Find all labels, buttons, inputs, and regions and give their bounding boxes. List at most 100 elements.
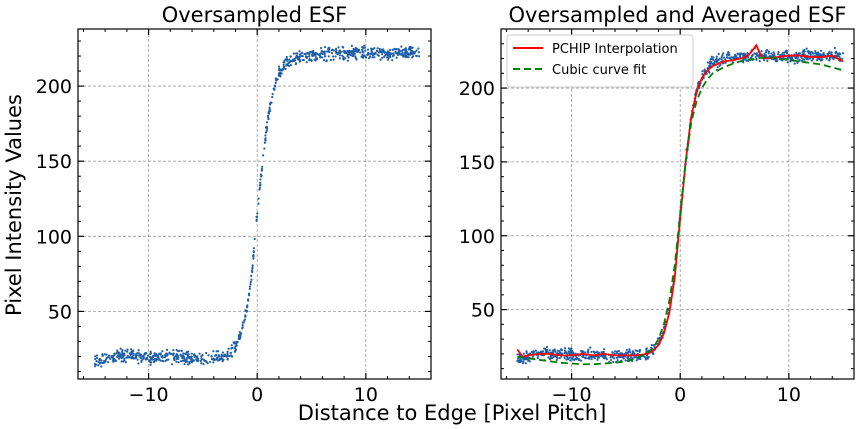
scatter-point <box>251 264 254 267</box>
scatter-point <box>802 49 805 52</box>
scatter-point <box>346 54 349 58</box>
scatter-point <box>249 283 252 286</box>
x-tick-label: 10 <box>354 384 378 406</box>
scatter-point <box>590 358 593 361</box>
scatter-point <box>332 58 335 61</box>
scatter-point <box>163 354 166 357</box>
scatter-point <box>343 51 346 55</box>
scatter-point <box>771 53 774 57</box>
scatter-point <box>257 197 260 200</box>
scatter-point <box>380 51 384 54</box>
scatter-point <box>334 47 338 50</box>
scatter-point <box>521 362 525 365</box>
scatter-point <box>273 84 277 87</box>
scatter-point <box>720 55 723 59</box>
scatter-point <box>536 351 539 354</box>
scatter-point <box>368 55 372 58</box>
scatter-point <box>224 353 227 357</box>
scatter-point <box>629 351 632 354</box>
scatter-point <box>415 54 418 57</box>
scatter-point <box>188 360 191 363</box>
scatter-point <box>137 349 140 352</box>
scatter-point <box>230 347 233 350</box>
scatter-point <box>573 358 576 361</box>
scatter-point <box>179 353 182 356</box>
scatter-point <box>323 53 326 56</box>
scatter-point <box>234 345 237 348</box>
scatter-point <box>516 359 519 362</box>
scatter-point <box>530 350 534 353</box>
scatter-point <box>165 348 169 352</box>
scatter-point <box>250 274 253 277</box>
scatter-point <box>252 247 256 250</box>
scatter-point <box>287 64 290 67</box>
scatter-point <box>803 58 806 61</box>
scatter-point <box>772 51 775 54</box>
scatter-point <box>372 47 375 51</box>
scatter-point <box>202 363 205 366</box>
scatter-point <box>821 58 824 61</box>
scatter-point <box>260 167 264 171</box>
scatter-point <box>171 353 175 357</box>
scatter-point <box>183 362 186 366</box>
scatter-point <box>388 51 391 54</box>
scatter-point <box>339 52 342 55</box>
scatter-point <box>708 71 711 74</box>
scatter-point <box>636 349 639 353</box>
scatter-point <box>241 321 244 324</box>
scatter-point <box>817 54 820 57</box>
scatter-point <box>298 53 301 56</box>
scatter-point <box>417 51 420 54</box>
scatter-point <box>545 346 549 349</box>
scatter-point <box>553 349 556 352</box>
scatter-point <box>406 56 409 59</box>
scatter-point <box>175 355 178 358</box>
scatter-point <box>244 315 247 318</box>
scatter-point <box>259 178 262 181</box>
scatter-point <box>652 352 655 356</box>
scatter-point <box>182 352 185 355</box>
scatter-point <box>777 53 780 56</box>
scatter-point <box>832 57 835 61</box>
scatter-point <box>516 353 519 356</box>
scatter-point <box>616 350 619 353</box>
scatter-point <box>172 349 175 352</box>
scatter-point <box>534 349 537 352</box>
scatter-point <box>613 352 616 355</box>
scatter-point <box>755 54 759 57</box>
scatter-point <box>556 349 560 352</box>
scatter-point <box>294 59 297 62</box>
scatter-point <box>725 53 728 57</box>
scatter-point <box>319 46 323 50</box>
scatter-point <box>806 57 809 60</box>
scatter-point <box>718 64 721 67</box>
scatter-point <box>785 50 788 53</box>
scatter-point <box>378 51 381 54</box>
scatter-point <box>338 49 341 52</box>
scatter-point <box>315 57 318 60</box>
y-tick-label: 100 <box>459 226 495 248</box>
scatter-point <box>296 52 299 55</box>
scatter-point <box>342 57 345 60</box>
scatter-point <box>126 348 129 351</box>
scatter-point <box>313 54 317 57</box>
scatter-point <box>397 52 401 55</box>
scatter-point <box>128 356 131 359</box>
scatter-point <box>798 58 801 61</box>
scatter-point <box>149 363 152 366</box>
scatter-point <box>387 58 390 61</box>
scatter-point <box>827 59 831 62</box>
scatter-point <box>209 360 212 364</box>
scatter-point <box>587 351 590 354</box>
scatter-point <box>569 359 572 362</box>
scatter-point <box>584 357 588 360</box>
scatter-point <box>337 46 340 49</box>
scatter-point <box>187 353 190 356</box>
scatter-series <box>93 44 421 368</box>
scatter-point <box>411 55 415 58</box>
scatter-point <box>630 355 633 359</box>
scatter-point <box>522 358 526 361</box>
scatter-point <box>715 55 718 58</box>
scatter-point <box>569 348 572 351</box>
scatter-point <box>215 356 219 359</box>
